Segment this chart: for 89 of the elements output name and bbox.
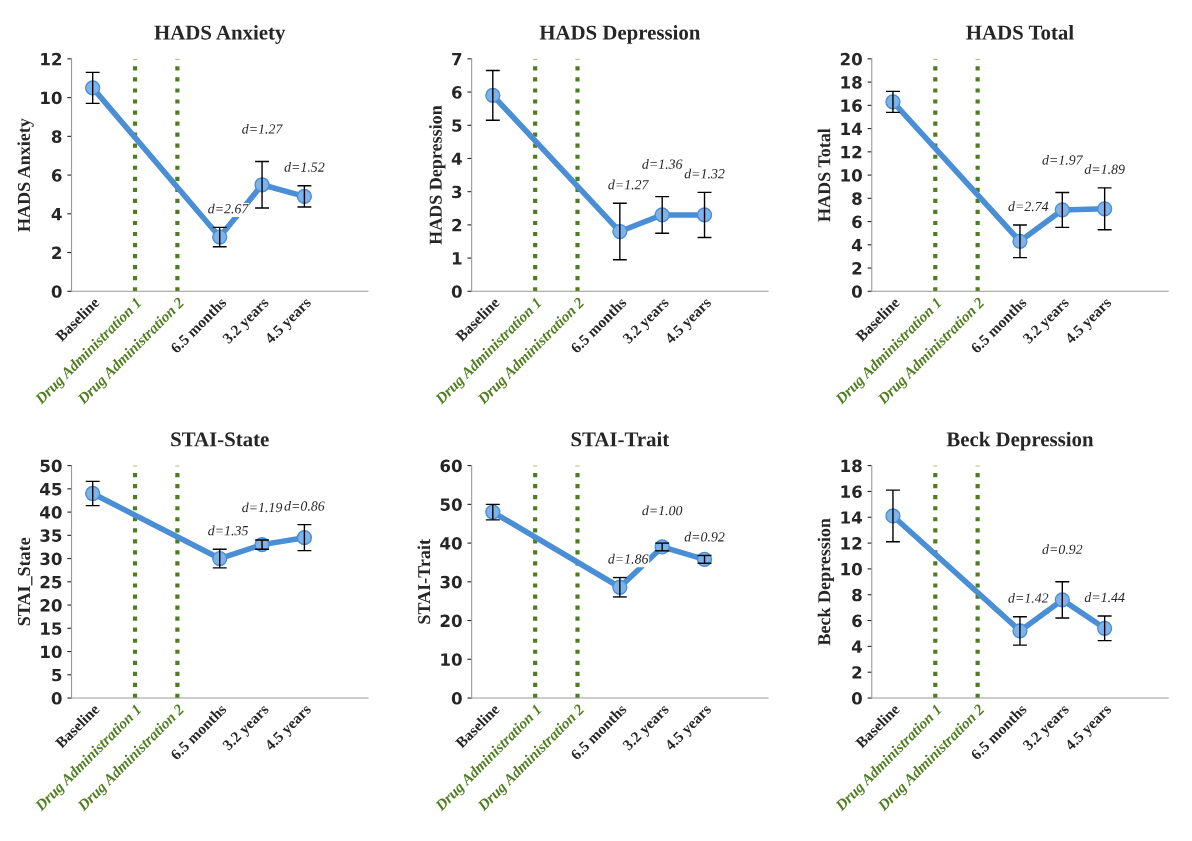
annotation: d=2.74 — [1008, 201, 1049, 212]
annotation: d=1.42 — [1008, 592, 1049, 603]
y-tick-label: 4 — [51, 208, 62, 221]
annotation: d=1.19 — [242, 502, 283, 513]
chart-title: STAI-State — [171, 432, 269, 447]
y-tick-label: 0 — [51, 285, 62, 298]
annotation: d=1.86 — [608, 553, 649, 564]
chart-title: Beck Depression — [946, 431, 1094, 451]
chart-title: HADS Total — [966, 24, 1074, 40]
y-tick-label: 2 — [852, 262, 862, 275]
y-tick-label: 0 — [851, 285, 862, 298]
annotation: d=2.67 — [208, 203, 249, 214]
y-axis-title: HADS Total — [817, 128, 831, 222]
y-tick-label: 20 — [440, 614, 462, 628]
y-tick-label: 35 — [40, 529, 62, 542]
y-tick-label: 50 — [440, 498, 462, 511]
y-tick-label: 10 — [841, 562, 862, 576]
y-axis-title: Beck Depression — [817, 518, 834, 646]
y-tick-label: 25 — [40, 575, 62, 589]
annotation: d=1.35 — [208, 525, 248, 536]
y-tick-label: 0 — [451, 691, 462, 705]
y-tick-label: 15 — [41, 622, 62, 635]
y-tick-label: 40 — [440, 537, 462, 550]
y-tick-label: 0 — [51, 691, 62, 705]
annotation: d=1.32 — [684, 168, 725, 179]
y-tick-label: 16 — [841, 485, 862, 498]
point — [1097, 620, 1113, 636]
point — [1097, 201, 1113, 217]
annotation: d=1.97 — [1042, 154, 1084, 165]
y-tick-label: 0 — [851, 691, 862, 705]
y-tick-label: 6 — [852, 215, 862, 229]
y-tick-label: 10 — [441, 653, 462, 666]
y-tick-label: 2 — [52, 246, 62, 259]
annotation: d=1.44 — [1084, 592, 1125, 603]
y-tick-label: 20 — [40, 599, 62, 612]
y-tick-label: 45 — [40, 483, 62, 496]
y-tick-label: 12 — [841, 537, 862, 550]
y-tick-label: 6 — [852, 614, 862, 628]
y-tick-label: 1 — [452, 252, 462, 265]
y-tick-label: 10 — [41, 91, 62, 105]
y-axis-title: STAI_State — [17, 537, 33, 626]
y-tick-label: 12 — [41, 52, 62, 66]
chart-title: HADS Anxiety — [154, 24, 286, 44]
y-tick-label: 8 — [852, 192, 862, 205]
annotation: d=0.86 — [284, 500, 325, 511]
y-tick-label: 12 — [841, 145, 862, 159]
y-tick-label: 3 — [452, 185, 462, 199]
y-tick-label: 6 — [51, 169, 62, 182]
y-tick-label: 30 — [440, 575, 462, 589]
y-tick-label: 8 — [852, 588, 862, 602]
y-tick-label: 18 — [841, 76, 862, 89]
point — [85, 485, 101, 502]
annotation: d=1.27 — [608, 179, 649, 190]
y-tick-label: 4 — [851, 640, 862, 653]
y-tick-label: 30 — [40, 552, 62, 566]
chart-title: STAI-Trait — [571, 431, 670, 447]
y-tick-label: 0 — [451, 285, 462, 298]
y-tick-label: 8 — [51, 130, 62, 143]
y-tick-label: 10 — [841, 169, 862, 182]
y-tick-label: 7 — [452, 53, 462, 66]
y-tick-label: 6 — [452, 86, 462, 99]
y-tick-label: 14 — [841, 122, 862, 135]
annotation: d=1.00 — [642, 505, 683, 516]
annotation: d=1.89 — [1084, 164, 1125, 174]
y-tick-label: 40 — [40, 506, 62, 519]
y-axis-title: HADS Depression — [429, 105, 446, 245]
y-tick-label: 10 — [41, 645, 62, 659]
y-tick-label: 5 — [452, 119, 462, 132]
annotation: d=1.36 — [642, 159, 683, 169]
y-tick-label: 60 — [440, 459, 462, 473]
y-axis-title: HADS Anxiety — [17, 118, 34, 232]
y-tick-label: 4 — [451, 152, 462, 165]
point — [296, 530, 313, 546]
y-axis-title: STAI-Trait — [417, 539, 431, 624]
annotation: d=1.27 — [242, 123, 283, 134]
y-tick-label: 16 — [841, 99, 862, 112]
annotation: d=0.92 — [1042, 544, 1083, 555]
y-tick-label: 2 — [452, 218, 462, 232]
point — [696, 207, 713, 223]
annotation: d=0.92 — [684, 531, 725, 542]
annotation: d=1.52 — [284, 162, 325, 172]
y-tick-label: 4 — [851, 238, 862, 252]
y-tick-label: 50 — [40, 459, 62, 473]
y-tick-label: 5 — [52, 668, 62, 682]
y-tick-label: 20 — [840, 52, 862, 66]
chart-title: HADS Depression — [539, 24, 701, 44]
y-tick-label: 2 — [852, 666, 862, 679]
y-tick-label: 14 — [841, 511, 862, 524]
y-tick-label: 18 — [841, 459, 862, 473]
